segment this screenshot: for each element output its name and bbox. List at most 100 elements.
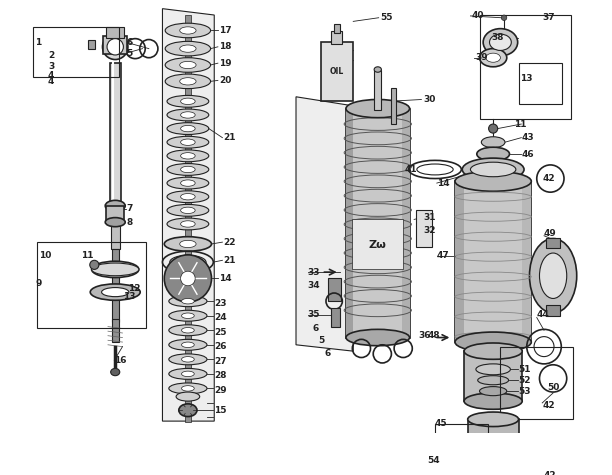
Ellipse shape <box>182 328 194 333</box>
Bar <box>111 319 119 342</box>
Text: 15: 15 <box>214 406 226 415</box>
Ellipse shape <box>167 95 209 107</box>
Bar <box>106 27 124 38</box>
Ellipse shape <box>105 218 125 227</box>
Ellipse shape <box>181 193 195 200</box>
Text: 13: 13 <box>520 74 533 83</box>
Text: 13: 13 <box>124 292 136 301</box>
Ellipse shape <box>181 166 195 172</box>
Ellipse shape <box>165 58 211 72</box>
Text: 11: 11 <box>514 120 526 129</box>
Text: 46: 46 <box>521 150 534 159</box>
Ellipse shape <box>179 404 197 417</box>
Ellipse shape <box>374 67 381 72</box>
Ellipse shape <box>165 74 211 89</box>
Ellipse shape <box>167 218 209 230</box>
Text: 14: 14 <box>437 179 449 188</box>
Text: 24: 24 <box>214 313 227 322</box>
Text: 5: 5 <box>126 48 132 57</box>
Bar <box>111 249 119 322</box>
Text: 25: 25 <box>214 328 226 337</box>
Ellipse shape <box>169 310 207 321</box>
Ellipse shape <box>102 34 128 59</box>
Ellipse shape <box>480 387 507 396</box>
Ellipse shape <box>529 238 577 313</box>
Bar <box>518 63 562 104</box>
Text: 4: 4 <box>48 71 54 80</box>
Circle shape <box>90 260 99 269</box>
Text: 6: 6 <box>126 38 132 47</box>
Text: 21: 21 <box>223 133 236 142</box>
Ellipse shape <box>167 177 209 189</box>
Ellipse shape <box>167 191 209 203</box>
Ellipse shape <box>181 180 195 186</box>
Text: 54: 54 <box>428 456 441 465</box>
Bar <box>402 109 409 338</box>
Ellipse shape <box>346 329 409 346</box>
Text: 3: 3 <box>48 62 54 71</box>
Text: 53: 53 <box>518 387 531 396</box>
Text: 28: 28 <box>214 371 226 380</box>
Text: 43: 43 <box>521 133 534 142</box>
Bar <box>392 88 396 124</box>
Ellipse shape <box>182 371 194 377</box>
Bar <box>501 347 573 419</box>
Bar <box>455 181 464 342</box>
Text: 31: 31 <box>423 213 436 222</box>
Text: 21: 21 <box>223 256 236 265</box>
Text: 37: 37 <box>542 13 555 22</box>
Text: 48: 48 <box>428 331 441 340</box>
Text: 40: 40 <box>471 11 484 20</box>
Ellipse shape <box>181 112 195 118</box>
Ellipse shape <box>468 412 518 427</box>
Ellipse shape <box>181 139 195 145</box>
Text: 34: 34 <box>308 281 321 290</box>
Ellipse shape <box>180 27 196 34</box>
Bar <box>32 27 119 77</box>
Ellipse shape <box>111 369 120 376</box>
Ellipse shape <box>182 342 194 348</box>
Bar <box>88 39 95 48</box>
Polygon shape <box>162 9 214 421</box>
Bar <box>480 15 571 120</box>
Text: 7: 7 <box>126 204 132 213</box>
Ellipse shape <box>182 298 194 304</box>
Text: 1: 1 <box>35 38 42 47</box>
Text: 8: 8 <box>126 218 132 227</box>
Bar <box>110 63 121 204</box>
Bar <box>106 206 124 222</box>
Ellipse shape <box>182 386 194 391</box>
Text: 5: 5 <box>319 336 325 345</box>
Text: 44: 44 <box>537 310 550 319</box>
Ellipse shape <box>478 376 509 385</box>
Text: 52: 52 <box>518 376 531 385</box>
Ellipse shape <box>167 204 209 216</box>
Ellipse shape <box>534 337 554 357</box>
Text: 16: 16 <box>114 356 127 365</box>
Ellipse shape <box>90 284 140 300</box>
Ellipse shape <box>180 61 196 68</box>
Ellipse shape <box>482 137 505 148</box>
Ellipse shape <box>167 163 209 175</box>
Bar <box>185 15 190 422</box>
Text: 49: 49 <box>544 228 557 238</box>
Text: 42: 42 <box>544 471 557 475</box>
Bar <box>464 351 522 401</box>
Ellipse shape <box>92 263 139 276</box>
Text: Zω: Zω <box>369 240 387 250</box>
Ellipse shape <box>180 45 196 52</box>
Bar <box>103 36 127 54</box>
Ellipse shape <box>169 383 207 394</box>
Text: 41: 41 <box>405 165 417 174</box>
Bar <box>546 238 561 248</box>
Ellipse shape <box>167 150 209 162</box>
Polygon shape <box>296 97 353 351</box>
Text: 39: 39 <box>475 53 488 62</box>
Text: 9: 9 <box>35 278 42 287</box>
Circle shape <box>488 124 498 133</box>
Text: 14: 14 <box>218 274 231 283</box>
Ellipse shape <box>471 162 516 177</box>
Bar <box>346 109 409 338</box>
Ellipse shape <box>480 48 507 67</box>
Text: 26: 26 <box>214 342 226 351</box>
